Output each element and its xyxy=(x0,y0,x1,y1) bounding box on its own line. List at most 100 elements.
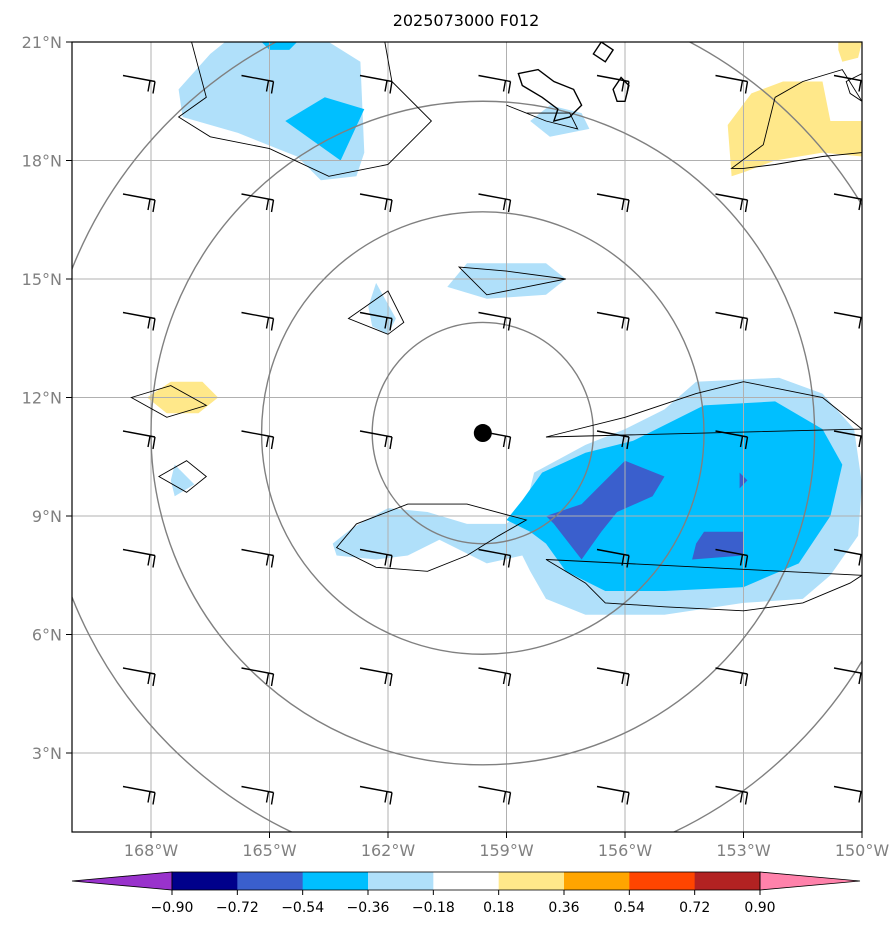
wind-barb xyxy=(833,430,866,449)
wind-barb xyxy=(715,74,749,94)
wind-barb-feather xyxy=(270,436,275,450)
gridlines xyxy=(72,42,862,832)
colorbar-segment xyxy=(694,872,761,890)
wind-barb-feather xyxy=(147,198,151,211)
wind-barb-feather xyxy=(864,674,866,686)
wind-barb xyxy=(715,548,749,568)
wind-barb xyxy=(478,548,512,568)
wind-barb-feather xyxy=(626,199,630,213)
wind-barb-feather xyxy=(152,555,156,568)
range-ring-2 xyxy=(150,100,816,766)
wind-barb xyxy=(241,667,275,687)
wind-barb-feather xyxy=(864,793,866,805)
wind-barb-feather xyxy=(502,672,507,685)
wind-barb xyxy=(833,785,866,805)
wind-barb-feather xyxy=(858,791,862,803)
colorbar-tick-label: 0.36 xyxy=(548,900,579,916)
wind-barb-feather xyxy=(621,791,625,803)
wind-barb-feather xyxy=(265,317,270,329)
wind-barbs xyxy=(122,74,866,805)
lon-tick-label: 168°W xyxy=(124,841,179,860)
wind-barb-feather xyxy=(384,554,388,566)
wind-barb-feather xyxy=(270,673,275,687)
wind-barb xyxy=(122,430,156,450)
wind-barb-feather xyxy=(507,436,512,450)
wind-barb-feather xyxy=(384,198,388,211)
wind-barb-feather xyxy=(147,435,151,448)
wind-barb xyxy=(715,785,749,805)
shaded-region-14 xyxy=(838,42,862,62)
wind-barb xyxy=(833,193,866,212)
wind-barb-feather xyxy=(864,82,866,94)
wind-barb-feather xyxy=(621,317,625,329)
wind-barb xyxy=(241,311,275,331)
wind-barb-feather xyxy=(147,317,151,329)
wind-barb-feather xyxy=(270,81,275,94)
shaded-region-11 xyxy=(170,464,195,497)
wind-barb-feather xyxy=(389,555,393,568)
wind-barb xyxy=(241,193,275,213)
colorbar-segment xyxy=(302,872,369,890)
wind-barb-feather xyxy=(152,436,156,450)
wind-barb-feather xyxy=(147,791,151,803)
wind-barb-feather xyxy=(384,435,388,448)
contour-line-3 xyxy=(347,290,405,335)
wind-barb xyxy=(715,193,749,213)
wind-barb-feather xyxy=(507,318,512,331)
wind-barb-feather xyxy=(147,554,151,566)
shaded-region-13 xyxy=(727,81,862,177)
wind-barb-feather xyxy=(858,198,862,211)
wind-barb xyxy=(359,548,393,568)
wind-barb-feather xyxy=(744,673,749,687)
plot-frame xyxy=(71,41,863,833)
wind-barb xyxy=(122,74,156,94)
wind-barb-feather xyxy=(626,792,630,805)
wind-barb-feather xyxy=(739,791,744,803)
wind-barb-feather xyxy=(507,199,512,213)
lat-tick-label: 9°N xyxy=(32,507,62,526)
wind-barb-feather xyxy=(265,791,270,803)
wind-barb-feather xyxy=(864,437,866,449)
colorbar-tick-label: −0.90 xyxy=(151,900,194,916)
coastlines xyxy=(517,42,630,122)
wind-barb-feather xyxy=(744,792,749,805)
lon-tick-label: 159°W xyxy=(479,841,534,860)
lon-tick-label: 153°W xyxy=(716,841,771,860)
contour-line-10 xyxy=(845,73,862,102)
wind-barb-feather xyxy=(502,80,507,92)
wind-barb-feather xyxy=(744,318,749,331)
wind-barb-feather xyxy=(265,554,270,566)
wind-barb xyxy=(833,311,866,331)
colorbar-segment xyxy=(629,872,696,890)
wind-barb-feather xyxy=(265,672,270,685)
wind-barb xyxy=(241,548,275,568)
contour-line-1 xyxy=(506,104,579,130)
wind-barb-feather xyxy=(507,555,512,568)
wind-barb-feather xyxy=(502,198,507,211)
contour-line-8 xyxy=(157,460,208,493)
wind-barb xyxy=(596,430,630,450)
colorbar-segment xyxy=(564,872,630,890)
lat-tick-label: 12°N xyxy=(22,389,62,408)
wind-barb xyxy=(241,74,275,94)
wind-barb xyxy=(478,193,512,213)
lat-tick-label: 15°N xyxy=(22,270,62,289)
wind-barb xyxy=(596,193,630,213)
wind-barb xyxy=(715,311,749,331)
wind-barb-feather xyxy=(384,672,388,685)
contour-line-2 xyxy=(457,266,566,296)
wind-barb-feather xyxy=(744,555,749,568)
wind-barb-feather xyxy=(739,435,744,448)
wind-barb-feather xyxy=(389,673,393,687)
wind-barb-feather xyxy=(864,200,866,212)
wind-barb-feather xyxy=(864,319,866,331)
wind-barb-feather xyxy=(502,554,507,566)
wind-barb-feather xyxy=(858,80,862,92)
wind-barb-feather xyxy=(384,791,388,803)
wind-barb-feather xyxy=(626,555,630,568)
shaded-region-5 xyxy=(368,282,396,335)
contour-lines xyxy=(130,42,862,612)
wind-barb xyxy=(596,548,630,568)
wind-barb-feather xyxy=(270,199,275,213)
contour-line-4 xyxy=(545,381,862,438)
